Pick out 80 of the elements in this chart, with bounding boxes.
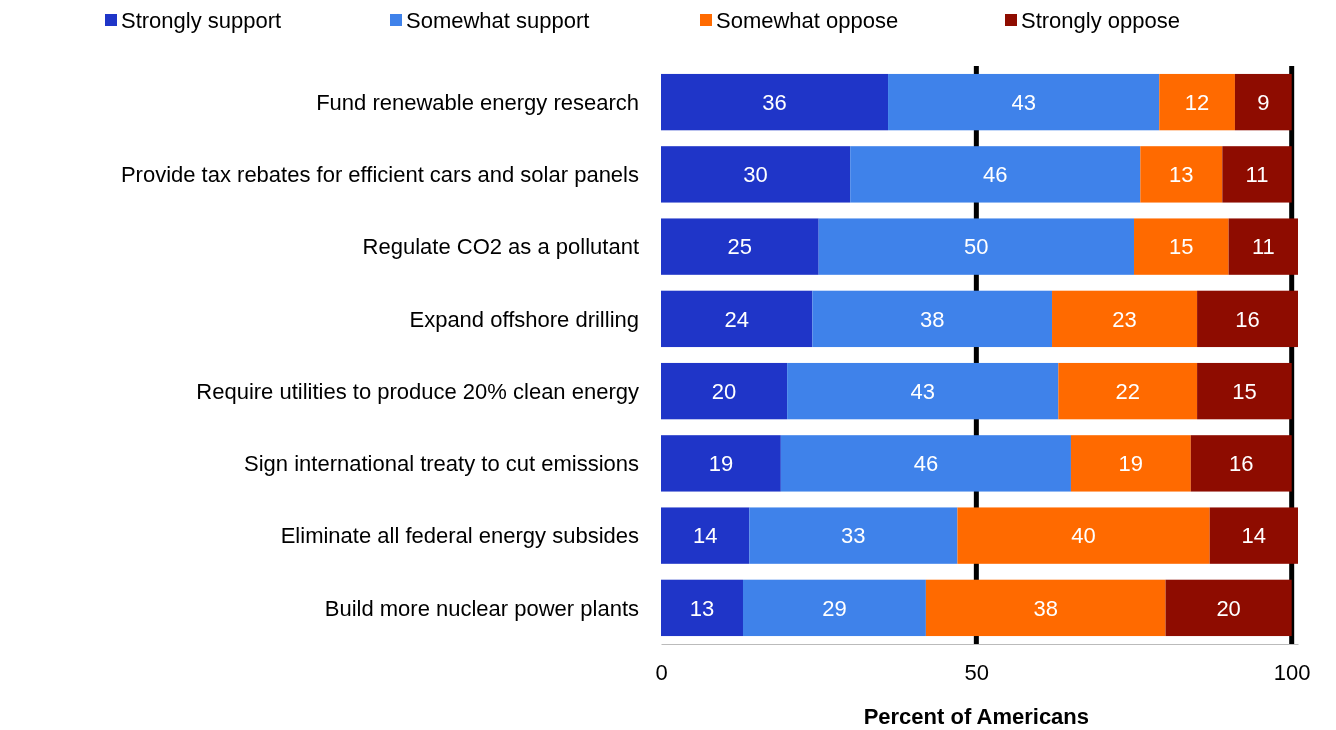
data-label: 23 xyxy=(1112,306,1137,332)
data-label: 46 xyxy=(983,162,1008,188)
bar xyxy=(1070,435,1191,492)
bar xyxy=(1197,362,1292,420)
data-label: 19 xyxy=(1118,451,1144,477)
bar xyxy=(1165,579,1292,637)
bar xyxy=(661,218,819,275)
legend-label: Strongly oppose xyxy=(1021,7,1180,33)
bar xyxy=(1197,290,1298,348)
bar xyxy=(1228,218,1298,275)
y-tick-label: Regulate CO2 as a pollutant xyxy=(362,234,639,260)
bar xyxy=(787,362,1059,420)
y-tick-label: Require utilities to produce 20% clean energy xyxy=(196,378,639,404)
y-tick-label: Build more nuclear power plants xyxy=(324,595,639,621)
data-label: 43 xyxy=(910,378,935,404)
bar xyxy=(661,290,813,348)
bar xyxy=(888,73,1160,131)
bar xyxy=(1159,73,1235,131)
y-tick-label: Fund renewable energy research xyxy=(316,89,639,115)
data-label: 24 xyxy=(724,306,749,332)
y-tick-label: Sign international treaty to cut emissions xyxy=(244,451,639,477)
x-axis-title: Percent of Americans xyxy=(863,704,1090,729)
x-tick-label: 100 xyxy=(1273,659,1311,685)
bar xyxy=(661,146,851,203)
bar xyxy=(850,146,1141,203)
data-label: 38 xyxy=(919,306,945,332)
y-tick-label: Expand offshore drilling xyxy=(409,306,639,332)
bar xyxy=(661,579,743,637)
bar xyxy=(1052,290,1198,348)
bar xyxy=(818,218,1135,275)
bar xyxy=(1190,435,1292,492)
bar xyxy=(661,73,889,131)
data-label: 12 xyxy=(1184,89,1210,115)
data-label: 11 xyxy=(1251,234,1275,260)
data-label: 30 xyxy=(743,162,768,188)
data-label: 16 xyxy=(1235,306,1260,332)
data-label: 15 xyxy=(1232,378,1257,404)
data-label: 25 xyxy=(727,234,753,260)
data-label: 20 xyxy=(711,378,737,404)
legend-label: Somewhat oppose xyxy=(716,7,899,33)
bar xyxy=(742,579,926,637)
data-label: 36 xyxy=(762,89,787,115)
data-label: 22 xyxy=(1115,378,1140,404)
data-label: 14 xyxy=(1241,523,1267,549)
y-tick-label: Eliminate all federal energy subsides xyxy=(280,523,639,549)
legend-label: Somewhat support xyxy=(406,7,590,33)
bar xyxy=(661,507,750,564)
bar xyxy=(1222,146,1292,203)
bar xyxy=(1209,507,1298,564)
data-label: 40 xyxy=(1071,523,1096,549)
data-label: 16 xyxy=(1229,451,1254,477)
x-tick-label: 0 xyxy=(655,659,668,685)
data-label: 14 xyxy=(692,523,718,549)
data-label: 20 xyxy=(1216,595,1241,621)
data-label: 11 xyxy=(1245,162,1269,188)
legend-label: Strongly support xyxy=(121,7,282,33)
bar xyxy=(925,579,1166,637)
y-tick-label: Provide tax rebates for efficient cars and solar panels xyxy=(120,162,639,188)
bar xyxy=(661,362,788,420)
data-label: 50 xyxy=(964,234,989,260)
data-label: 19 xyxy=(708,451,734,477)
bar xyxy=(1140,146,1223,203)
data-label: 33 xyxy=(841,523,866,549)
data-label: 13 xyxy=(689,595,715,621)
bar xyxy=(812,290,1053,348)
x-tick-label: 50 xyxy=(964,659,990,685)
bar xyxy=(749,507,958,564)
data-label: 15 xyxy=(1169,234,1194,260)
bar xyxy=(1058,362,1198,420)
bar xyxy=(1134,218,1229,275)
data-label: 29 xyxy=(822,595,847,621)
bar xyxy=(957,507,1210,564)
data-label: 43 xyxy=(1011,89,1036,115)
data-label: 38 xyxy=(1033,595,1058,621)
bar xyxy=(780,435,1071,492)
data-label: 46 xyxy=(913,451,939,477)
bar xyxy=(1234,73,1292,131)
data-label: 13 xyxy=(1169,162,1194,188)
data-label: 9 xyxy=(1257,89,1270,115)
bar xyxy=(661,435,781,492)
